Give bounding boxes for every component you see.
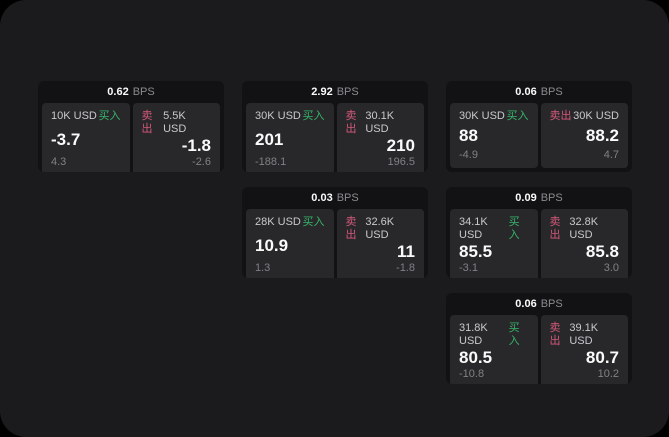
buy-label: 买入	[302, 110, 325, 122]
spread-value: 0.06	[515, 298, 537, 310]
quote-panels: 34.1K USD 买入 85.5 -3.1 卖出 32.8K USD 85.8…	[446, 209, 632, 278]
sell-sub-value: -1.8	[396, 262, 415, 274]
spread-unit: BPS	[540, 86, 563, 98]
spread-value: 2.92	[311, 86, 333, 98]
buy-amount: 34.1K USD	[459, 216, 488, 241]
buy-price: 80.5	[459, 348, 493, 367]
spread-value: 0.09	[515, 192, 537, 204]
spread-unit: BPS	[540, 298, 563, 310]
sell-price: 88.2	[585, 126, 619, 145]
quote-panels: 30K USD 买入 88 -4.9 卖出 30K USD 88.2 4.7	[446, 103, 632, 172]
spread-value: 0.03	[311, 192, 333, 204]
sell-amount: 30K USD	[573, 110, 619, 122]
sell-quote-panel[interactable]: 卖出 32.8K USD 85.8 3.0	[540, 209, 628, 278]
spread-header: 0.03 BPS	[242, 187, 428, 209]
buy-label: 买入	[506, 110, 529, 122]
spread-header: 0.09 BPS	[446, 187, 632, 209]
sell-sub-value: 196.5	[387, 156, 415, 168]
buy-quote-panel[interactable]: 30K USD 买入 201 -188.1	[246, 103, 334, 172]
sell-price: -1.8	[181, 136, 211, 155]
spread-unit: BPS	[336, 86, 359, 98]
quote-card: 0.06 BPS 31.8K USD 买入 80.5 -10.8 卖出 39.1…	[446, 293, 632, 384]
buy-amount: 31.8K USD	[459, 322, 488, 347]
spread-value: 0.06	[515, 86, 537, 98]
spread-unit: BPS	[132, 86, 155, 98]
sell-amount: 32.8K USD	[569, 216, 599, 241]
quote-card: 0.03 BPS 28K USD 买入 10.9 1.3 卖出 32.6K US…	[242, 187, 428, 278]
sell-label: 卖出	[549, 216, 561, 241]
buy-price: 85.5	[459, 242, 493, 261]
spread-header: 0.62 BPS	[38, 81, 224, 103]
sell-quote-panel[interactable]: 卖出 39.1K USD 80.7 10.2	[540, 315, 628, 384]
spread-header: 0.06 BPS	[446, 81, 632, 103]
spread-header: 2.92 BPS	[242, 81, 428, 103]
buy-sub-value: 1.3	[255, 262, 271, 274]
quote-panels: 10K USD 买入 -3.7 4.3 卖出 5.5K USD -1.8 -2.…	[38, 103, 224, 172]
spread-header: 0.06 BPS	[446, 293, 632, 315]
sell-price: 11	[397, 242, 415, 261]
sell-label: 卖出	[345, 110, 357, 135]
sell-quote-panel[interactable]: 卖出 5.5K USD -1.8 -2.6	[132, 103, 220, 172]
buy-price: 10.9	[255, 235, 289, 255]
sell-amount: 30.1K USD	[365, 110, 395, 135]
buy-quote-panel[interactable]: 30K USD 买入 88 -4.9	[450, 103, 538, 168]
sell-label: 卖出	[141, 110, 153, 135]
sell-amount: 32.6K USD	[365, 216, 395, 241]
buy-sub-value: -10.8	[459, 368, 485, 380]
quote-card: 2.92 BPS 30K USD 买入 201 -188.1 卖出 30.1K …	[242, 81, 428, 172]
sell-quote-panel[interactable]: 卖出 32.6K USD 11 -1.8	[336, 209, 424, 278]
sell-price: 80.7	[585, 348, 619, 367]
quote-card: 0.62 BPS 10K USD 买入 -3.7 4.3 卖出 5.5K USD	[38, 81, 224, 172]
buy-quote-panel[interactable]: 28K USD 买入 10.9 1.3	[246, 209, 334, 278]
buy-amount: 30K USD	[255, 110, 301, 122]
sell-quote-panel[interactable]: 卖出 30.1K USD 210 196.5	[336, 103, 424, 172]
spread-value: 0.62	[107, 86, 129, 98]
sell-sub-value: 10.2	[597, 368, 619, 380]
sell-sub-value: 3.0	[603, 262, 619, 274]
sell-sub-value: -2.6	[192, 156, 211, 168]
quote-card-grid: 0.62 BPS 10K USD 买入 -3.7 4.3 卖出 5.5K USD	[38, 81, 632, 384]
buy-label: 买入	[302, 216, 325, 228]
buy-amount: 10K USD	[51, 110, 97, 122]
buy-sub-value: -3.1	[459, 262, 478, 274]
quote-panels: 28K USD 买入 10.9 1.3 卖出 32.6K USD 11 -1.8	[242, 209, 428, 278]
sell-label: 卖出	[345, 216, 357, 241]
sell-label: 卖出	[549, 322, 561, 347]
quote-card: 0.09 BPS 34.1K USD 买入 85.5 -3.1 卖出 32.8K…	[446, 187, 632, 278]
sell-label: 卖出	[549, 110, 572, 122]
sell-price: 85.8	[585, 242, 619, 261]
sell-amount: 5.5K USD	[163, 110, 187, 135]
buy-sub-value: -4.9	[459, 149, 478, 161]
buy-price: -3.7	[51, 129, 81, 149]
buy-amount: 30K USD	[459, 110, 505, 122]
sell-quote-panel[interactable]: 卖出 30K USD 88.2 4.7	[540, 103, 628, 168]
buy-label: 买入	[508, 216, 520, 241]
spread-unit: BPS	[540, 192, 563, 204]
sell-price: 210	[386, 136, 415, 155]
quote-card: 0.06 BPS 30K USD 买入 88 -4.9 卖出 30K USD	[446, 81, 632, 172]
buy-amount: 28K USD	[255, 216, 301, 228]
buy-sub-value: -188.1	[255, 156, 287, 168]
spread-unit: BPS	[336, 192, 359, 204]
buy-quote-panel[interactable]: 10K USD 买入 -3.7 4.3	[42, 103, 130, 172]
buy-label: 买入	[98, 110, 121, 122]
buy-sub-value: 4.3	[51, 156, 67, 168]
buy-price: 88	[459, 126, 478, 145]
buy-label: 买入	[508, 322, 520, 347]
buy-price: 201	[255, 129, 284, 149]
sell-amount: 39.1K USD	[569, 322, 599, 347]
buy-quote-panel[interactable]: 31.8K USD 买入 80.5 -10.8	[450, 315, 538, 384]
quote-panels: 30K USD 买入 201 -188.1 卖出 30.1K USD 210 1…	[242, 103, 428, 172]
quote-panels: 31.8K USD 买入 80.5 -10.8 卖出 39.1K USD 80.…	[446, 315, 632, 384]
buy-quote-panel[interactable]: 34.1K USD 买入 85.5 -3.1	[450, 209, 538, 278]
sell-sub-value: 4.7	[603, 149, 619, 161]
